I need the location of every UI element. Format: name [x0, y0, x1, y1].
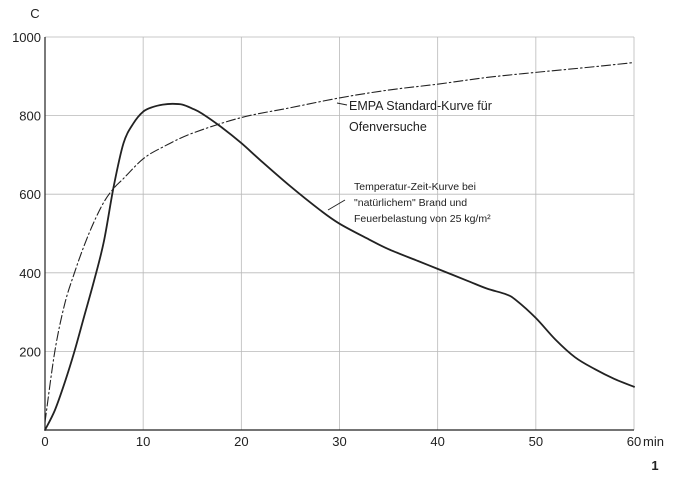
- annotation-leader-empa: [336, 102, 348, 106]
- x-tick-label-50: 50: [529, 434, 543, 449]
- annotation-empa-line-1: EMPA Standard-Kurve für: [349, 99, 492, 113]
- x-tick-label-20: 20: [234, 434, 248, 449]
- x-tick-label-10: 10: [136, 434, 150, 449]
- annotation-empa-line-2: Ofenversuche: [349, 120, 427, 134]
- tick-labels: 0 10 20 30 40 50 60 200 400 600 800 1000: [12, 30, 641, 449]
- annotation-leader-natural: [327, 199, 346, 211]
- x-tick-label-0: 0: [41, 434, 48, 449]
- x-axis-unit-label: min: [643, 434, 664, 449]
- y-tick-label-800: 800: [19, 109, 41, 124]
- x-tick-label-60: 60: [627, 434, 641, 449]
- y-tick-label-200: 200: [19, 344, 41, 359]
- series-line-empa-standard: [44, 61, 635, 423]
- axes: [44, 37, 634, 431]
- annotation-natural-line-2: "natürlichem" Brand und: [354, 197, 467, 209]
- y-tick-label-600: 600: [19, 187, 41, 202]
- series-line-natural-fire: [44, 102, 635, 431]
- annotation-natural-line-3: Feuerbelastung von 25 kg/m²: [354, 213, 491, 225]
- x-tick-label-40: 40: [430, 434, 444, 449]
- grid-lines: [45, 36, 635, 430]
- annotation-natural-line-1: Temperatur-Zeit-Kurve bei: [354, 181, 476, 193]
- y-axis-unit-label: C: [30, 6, 39, 21]
- x-tick-label-30: 30: [332, 434, 346, 449]
- y-tick-label-1000: 1000: [12, 30, 41, 45]
- figure-number: 1: [651, 458, 658, 473]
- series: [44, 61, 635, 431]
- y-tick-label-400: 400: [19, 266, 41, 281]
